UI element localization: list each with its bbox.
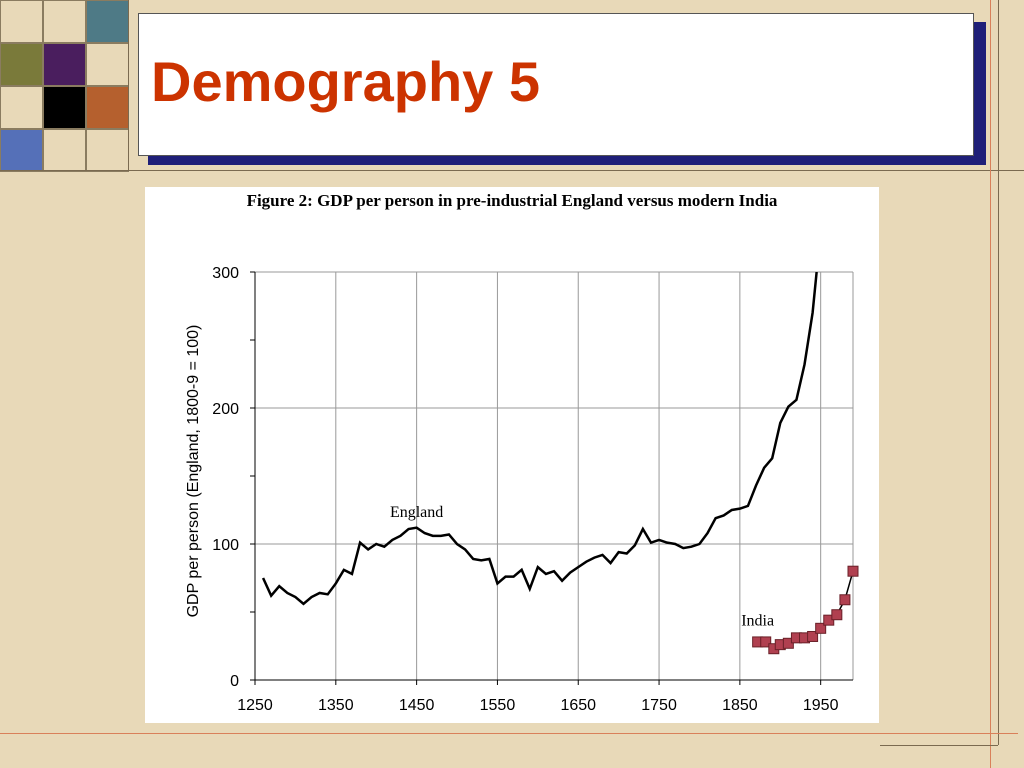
x-tick-label: 1450 (399, 697, 435, 714)
x-tick-label: 1550 (480, 697, 516, 714)
decor-square (0, 43, 43, 86)
x-tick-label: 1350 (318, 697, 354, 714)
frame-line-left (128, 0, 129, 170)
figure-caption: Figure 2: GDP per person in pre-industri… (246, 191, 778, 210)
data-point-india (815, 622, 827, 634)
title-box: Demography 5 (138, 13, 974, 156)
annotation-label: India (741, 613, 774, 630)
decor-square (86, 43, 129, 86)
series-line-england (261, 272, 818, 606)
data-point-india (831, 609, 843, 621)
x-tick-label: 1250 (237, 697, 273, 714)
accent-line-vertical (990, 0, 991, 768)
slide-title: Demography 5 (151, 50, 540, 113)
line-chart: 0 100 200 300 1250 1350 1450 1550 1650 1750 1850 19… (185, 265, 859, 714)
y-axis-label: GDP per person (England, 1800-9 = 100) (185, 325, 202, 618)
frame-line-bottom (880, 745, 998, 746)
decor-square (0, 0, 43, 43)
accent-line-horizontal (0, 733, 1018, 734)
decor-square (86, 0, 129, 43)
x-tick-label: 1750 (641, 697, 677, 714)
y-tick-label: 300 (212, 265, 239, 282)
data-point-india (807, 630, 819, 642)
frame-line-right (998, 0, 999, 745)
decor-square (0, 129, 43, 172)
data-point-india (847, 565, 859, 577)
chart-figure: Figure 2: GDP per person in pre-industri… (145, 187, 879, 723)
frame-line-top (0, 170, 1024, 171)
y-tick-label: 100 (212, 537, 239, 554)
y-tick-label: 200 (212, 401, 239, 418)
x-tick-label: 1950 (803, 697, 839, 714)
annotation-label: England (390, 504, 443, 521)
y-tick-label: 0 (230, 673, 239, 690)
decor-square (0, 86, 43, 129)
decor-square (43, 129, 86, 172)
data-point-india (839, 594, 851, 606)
decor-square (43, 43, 86, 86)
x-tick-label: 1850 (722, 697, 758, 714)
x-tick-label: 1650 (560, 697, 596, 714)
decor-square (43, 86, 86, 129)
decor-square (43, 0, 86, 43)
decor-square (86, 86, 129, 129)
decor-square (86, 129, 129, 172)
data-point-india (760, 636, 772, 648)
